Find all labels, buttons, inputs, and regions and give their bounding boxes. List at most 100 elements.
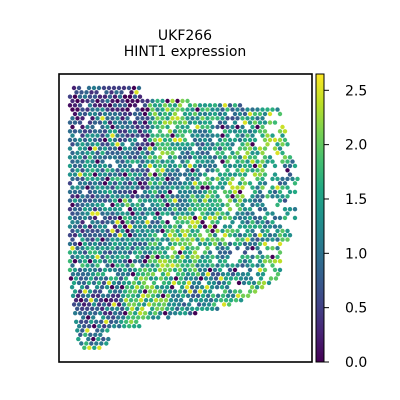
spot [230, 107, 235, 112]
spot [247, 215, 253, 221]
spot [232, 111, 238, 117]
spot [92, 250, 98, 255]
spot [70, 185, 75, 190]
spot [140, 142, 145, 147]
spot [165, 246, 170, 251]
spot [200, 272, 206, 277]
spot [75, 272, 81, 277]
spot [180, 98, 185, 104]
spot [115, 142, 120, 147]
spot [250, 220, 255, 225]
spot [170, 202, 175, 208]
spot [87, 215, 93, 221]
spot [85, 150, 90, 156]
spot [110, 133, 115, 138]
spot [210, 159, 215, 164]
spot [88, 276, 94, 281]
spot [222, 120, 228, 125]
spot [135, 293, 141, 298]
spot [82, 267, 88, 273]
spot [187, 163, 193, 169]
spot [202, 137, 208, 143]
spot [182, 189, 188, 195]
spot [135, 159, 140, 164]
spot [277, 267, 283, 273]
spot [162, 233, 168, 238]
spot [127, 172, 133, 177]
spot [255, 246, 260, 251]
spot [277, 181, 283, 186]
spot [160, 168, 165, 173]
spot [242, 129, 248, 134]
spot [77, 259, 83, 264]
spot [127, 241, 133, 247]
spot [196, 280, 202, 286]
spot [255, 185, 260, 190]
spot [152, 172, 158, 177]
spot [121, 302, 127, 307]
spot [136, 302, 142, 307]
spot [161, 302, 167, 307]
spot [120, 116, 125, 121]
spot [168, 311, 173, 316]
spot [92, 259, 98, 264]
spot [147, 155, 153, 160]
spot [208, 276, 214, 281]
spot [187, 207, 193, 212]
spot [225, 159, 230, 164]
spot [220, 159, 225, 164]
spot [117, 189, 123, 195]
spot [254, 285, 260, 290]
spot [138, 311, 143, 316]
spot [155, 107, 160, 112]
spot [192, 111, 198, 117]
spot [212, 198, 218, 203]
spot [227, 241, 233, 247]
spot [270, 133, 275, 138]
spot [87, 289, 93, 294]
spot [107, 324, 112, 329]
spot [177, 215, 183, 221]
spot [165, 142, 170, 147]
spot [106, 85, 112, 91]
spot [245, 228, 250, 234]
spot [92, 289, 98, 294]
spot [165, 176, 170, 182]
spot [252, 155, 258, 160]
spot [90, 202, 95, 208]
spot [175, 142, 180, 147]
spot [285, 228, 290, 234]
spot [272, 172, 278, 177]
spot [200, 237, 205, 242]
spot [292, 215, 298, 221]
spot [132, 289, 138, 294]
spot [250, 254, 255, 260]
spot [122, 267, 128, 273]
spot [136, 85, 142, 91]
spot [76, 85, 82, 91]
spot [115, 202, 120, 208]
spot [127, 198, 133, 203]
spot [197, 267, 203, 273]
spot [107, 259, 113, 264]
spot [225, 202, 230, 208]
spot [210, 194, 215, 199]
spot [233, 298, 239, 303]
spot [102, 259, 108, 264]
spot [102, 207, 108, 212]
spot [237, 189, 243, 195]
spot [80, 272, 86, 277]
spot [219, 285, 225, 290]
spot [167, 198, 173, 203]
spot [187, 189, 193, 195]
spot [75, 168, 80, 173]
spot [71, 280, 77, 286]
spot [80, 142, 85, 147]
spot [82, 198, 88, 203]
spot [122, 111, 128, 117]
spot [145, 168, 150, 173]
spot [90, 142, 95, 147]
spot [102, 198, 108, 203]
spot [90, 263, 95, 268]
spot [160, 272, 166, 277]
